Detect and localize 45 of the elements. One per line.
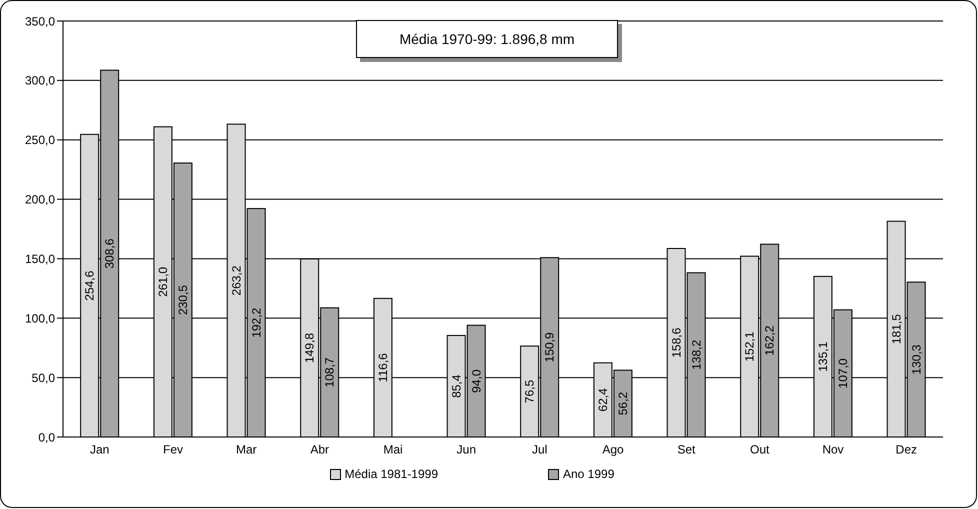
data-label: 85,4 <box>449 374 464 398</box>
data-label: 254,6 <box>82 270 97 301</box>
x-tick-label: Out <box>750 442 770 457</box>
y-tick-label: 50,0 <box>32 370 56 385</box>
y-tick-label: 0,0 <box>38 430 56 444</box>
x-tick-label: Dez <box>896 442 918 457</box>
data-label: 150,9 <box>542 332 557 362</box>
data-label: 261,0 <box>156 266 170 297</box>
x-tick-label: Set <box>677 442 696 457</box>
data-label: 308,6 <box>102 238 117 269</box>
x-tick-label: Ago <box>602 442 624 457</box>
legend-label: Ano 1999 <box>563 467 614 481</box>
y-tick-label: 100,0 <box>24 311 56 326</box>
data-label: 108,7 <box>322 357 337 388</box>
y-tick-label: 250,0 <box>24 133 56 148</box>
x-tick-label: Mai <box>383 442 403 457</box>
data-label: 149,8 <box>302 332 317 363</box>
data-label: 138,2 <box>689 340 704 370</box>
legend-label: Média 1981-1999 <box>344 467 438 481</box>
y-tick-label: 350,0 <box>24 14 56 28</box>
data-label: 107,0 <box>836 358 850 388</box>
data-label: 152,1 <box>742 331 757 362</box>
data-label: 94,0 <box>469 369 484 393</box>
y-tick-label: 200,0 <box>24 192 56 207</box>
data-label: 116,6 <box>376 352 390 382</box>
x-tick-label: Abr <box>310 442 330 457</box>
data-label: 135,1 <box>816 341 830 372</box>
data-label: 230,5 <box>176 284 190 316</box>
x-tick-label: Jul <box>532 442 548 457</box>
data-label: 162,2 <box>762 325 777 356</box>
data-label: 56,2 <box>616 392 630 416</box>
data-label: 181,5 <box>889 314 904 344</box>
data-label: 130,3 <box>909 344 924 375</box>
x-tick-label: Jun <box>456 442 476 457</box>
x-tick-label: Nov <box>822 442 844 457</box>
data-label: 192,2 <box>249 307 264 338</box>
x-tick-label: Mar <box>236 442 257 457</box>
y-tick-label: 300,0 <box>24 74 56 88</box>
data-label: 158,6 <box>669 327 684 358</box>
x-tick-label: Jan <box>90 442 110 457</box>
data-label: 76,5 <box>522 380 537 404</box>
data-label: 62,4 <box>596 388 610 412</box>
data-label: 263,2 <box>229 265 244 296</box>
x-tick-label: Fev <box>162 442 184 457</box>
y-tick-label: 150,0 <box>24 252 56 266</box>
